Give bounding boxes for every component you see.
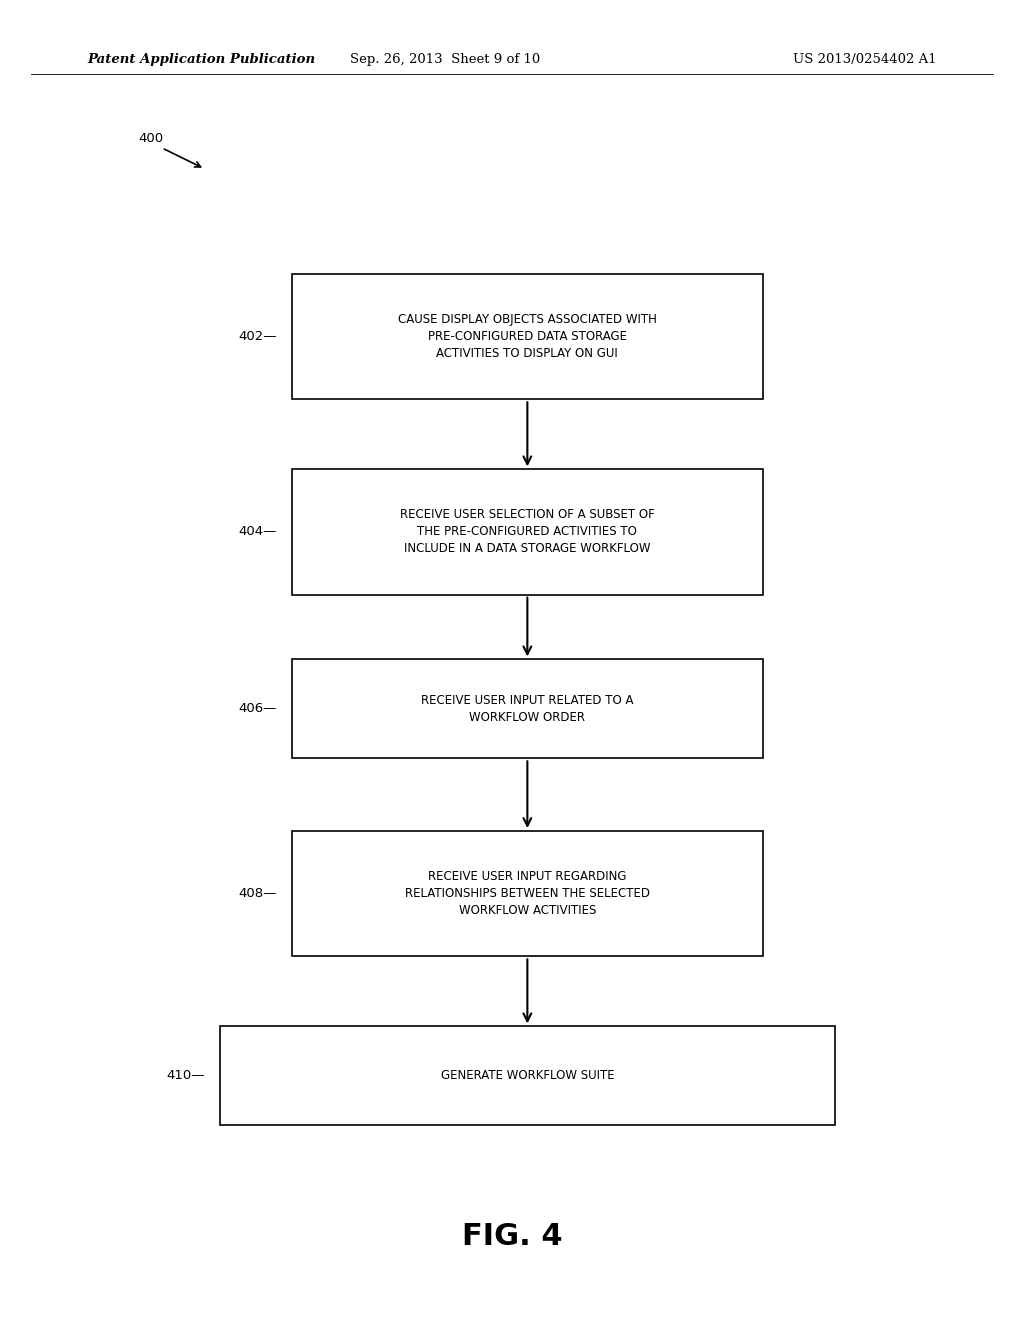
FancyBboxPatch shape [220, 1027, 835, 1125]
FancyBboxPatch shape [292, 275, 763, 399]
Text: GENERATE WORKFLOW SUITE: GENERATE WORKFLOW SUITE [440, 1069, 614, 1082]
Text: RECEIVE USER INPUT REGARDING
RELATIONSHIPS BETWEEN THE SELECTED
WORKFLOW ACTIVIT: RECEIVE USER INPUT REGARDING RELATIONSHI… [404, 870, 650, 917]
Text: CAUSE DISPLAY OBJECTS ASSOCIATED WITH
PRE-CONFIGURED DATA STORAGE
ACTIVITIES TO : CAUSE DISPLAY OBJECTS ASSOCIATED WITH PR… [398, 313, 656, 360]
Text: FIG. 4: FIG. 4 [462, 1222, 562, 1251]
Text: 400: 400 [138, 132, 164, 145]
FancyBboxPatch shape [292, 832, 763, 956]
Text: 406—: 406— [239, 702, 276, 715]
FancyBboxPatch shape [292, 470, 763, 594]
FancyBboxPatch shape [292, 659, 763, 758]
Text: RECEIVE USER INPUT RELATED TO A
WORKFLOW ORDER: RECEIVE USER INPUT RELATED TO A WORKFLOW… [421, 694, 634, 723]
Text: US 2013/0254402 A1: US 2013/0254402 A1 [794, 53, 937, 66]
Text: Sep. 26, 2013  Sheet 9 of 10: Sep. 26, 2013 Sheet 9 of 10 [350, 53, 541, 66]
Text: Patent Application Publication: Patent Application Publication [87, 53, 315, 66]
Text: 410—: 410— [166, 1069, 205, 1082]
Text: 402—: 402— [238, 330, 276, 343]
Text: RECEIVE USER SELECTION OF A SUBSET OF
THE PRE-CONFIGURED ACTIVITIES TO
INCLUDE I: RECEIVE USER SELECTION OF A SUBSET OF TH… [400, 508, 654, 556]
Text: 404—: 404— [239, 525, 276, 539]
Text: 408—: 408— [239, 887, 276, 900]
